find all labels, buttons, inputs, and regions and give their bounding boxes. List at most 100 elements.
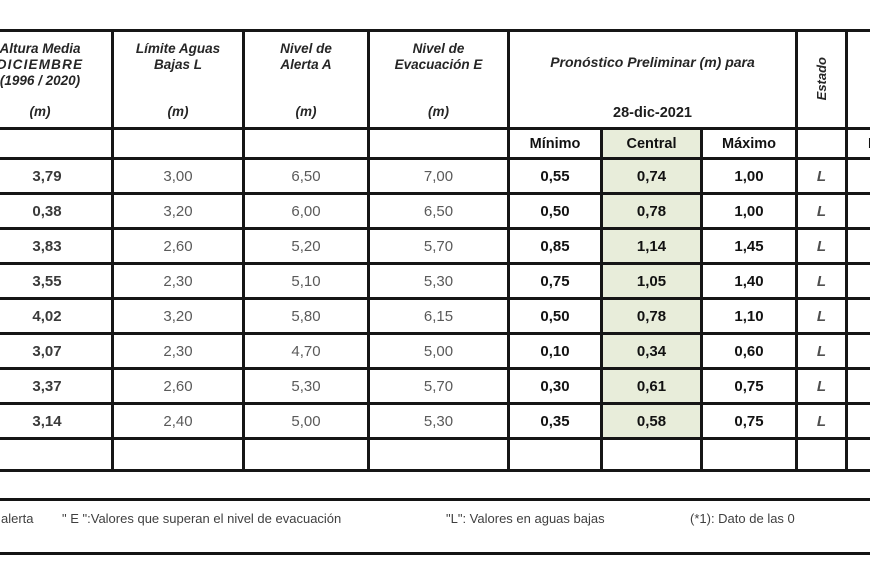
cell-altura-media: 3,14 <box>0 402 114 440</box>
cell-altura-media: 3,07 <box>0 332 114 370</box>
cell-estado: L <box>795 157 848 195</box>
header-text: DICIEMBRE <box>0 57 84 72</box>
cell-partial-column <box>845 157 870 195</box>
table-body: 3,79 3,00 6,50 7,00 0,55 0,74 1,00 L 0,3… <box>0 157 870 440</box>
table-row: 3,07 2,30 4,70 5,00 0,10 0,34 0,60 L <box>0 332 870 370</box>
cell-pronostico-central: 0,74 <box>600 157 703 195</box>
cell-nivel-evacuacion: 6,50 <box>367 192 510 230</box>
cell-partial-column <box>845 332 870 370</box>
cell-nivel-evacuacion: 5,70 <box>367 227 510 265</box>
subheader-empty <box>0 127 114 160</box>
cell-altura-media: 3,55 <box>0 262 114 300</box>
cell-partial-column <box>845 402 870 440</box>
header-text: Evacuación E <box>394 57 483 72</box>
header-text: (1996 / 2020) <box>0 73 81 88</box>
subheader-row: Mínimo Central Máximo M <box>0 127 870 160</box>
cell-partial-column <box>845 262 870 300</box>
table-footer-rows <box>0 437 870 472</box>
header-altura-media: Altura Media DICIEMBRE (1996 / 2020) (m) <box>0 29 114 130</box>
cell-limite-aguas-bajas: 2,60 <box>111 367 245 405</box>
table-row: 3,83 2,60 5,20 5,70 0,85 1,14 1,45 L <box>0 227 870 265</box>
table-row: 3,14 2,40 5,00 5,30 0,35 0,58 0,75 L <box>0 402 870 440</box>
empty-cell <box>600 437 703 472</box>
cell-nivel-evacuacion: 5,30 <box>367 262 510 300</box>
subheader-minimo: Mínimo <box>507 127 603 160</box>
cell-nivel-alerta: 5,30 <box>242 367 370 405</box>
cell-pronostico-maximo: 1,45 <box>700 227 798 265</box>
cell-pronostico-maximo: 1,10 <box>700 297 798 335</box>
legend-segment-aguas-bajas: "L": Valores en aguas bajas <box>446 511 605 526</box>
cell-pronostico-central: 1,05 <box>600 262 703 300</box>
header-limite-aguas-bajas: Límite Aguas Bajas L (m) <box>111 29 245 130</box>
cell-nivel-alerta: 5,20 <box>242 227 370 265</box>
cell-pronostico-maximo: 1,40 <box>700 262 798 300</box>
cell-altura-media: 3,37 <box>0 367 114 405</box>
cell-altura-media: 4,02 <box>0 297 114 335</box>
header-text: Límite Aguas <box>135 41 221 56</box>
cell-nivel-evacuacion: 7,00 <box>367 157 510 195</box>
pronostico-title: Pronóstico Preliminar (m) para <box>550 54 755 70</box>
empty-cell <box>0 437 114 472</box>
cell-nivel-evacuacion: 5,30 <box>367 402 510 440</box>
cell-pronostico-minimo: 0,75 <box>507 262 603 300</box>
subheader-maximo: Máximo <box>700 127 798 160</box>
unit-label: (m) <box>428 104 449 119</box>
cell-estado: L <box>795 192 848 230</box>
header-text: Nivel de <box>280 41 332 56</box>
header-text: Bajas L <box>153 57 203 72</box>
table-row: 0,38 3,20 6,00 6,50 0,50 0,78 1,00 L <box>0 192 870 230</box>
empty-cell <box>795 437 848 472</box>
cell-pronostico-maximo: 0,60 <box>700 332 798 370</box>
header-text: Nivel de <box>412 41 465 56</box>
cell-pronostico-minimo: 0,35 <box>507 402 603 440</box>
cell-nivel-evacuacion: 5,00 <box>367 332 510 370</box>
legend-segment-nota: (*1): Dato de las 0 <box>690 511 795 526</box>
cell-pronostico-minimo: 0,55 <box>507 157 603 195</box>
header-text: Alerta A <box>280 57 332 72</box>
cell-limite-aguas-bajas: 2,30 <box>111 262 245 300</box>
cell-pronostico-maximo: 0,75 <box>700 367 798 405</box>
cell-altura-media: 3,83 <box>0 227 114 265</box>
cell-pronostico-central: 0,78 <box>600 297 703 335</box>
subheader-central: Central <box>600 127 703 160</box>
empty-row <box>0 437 870 472</box>
cell-pronostico-minimo: 0,30 <box>507 367 603 405</box>
cell-nivel-alerta: 6,00 <box>242 192 370 230</box>
header-estado: Estado <box>795 29 848 130</box>
cell-estado: L <box>795 332 848 370</box>
empty-cell <box>367 437 510 472</box>
cell-limite-aguas-bajas: 3,00 <box>111 157 245 195</box>
estado-rotated-label: Estado <box>814 56 829 101</box>
forecast-table: Altura Media DICIEMBRE (1996 / 2020) (m)… <box>0 29 870 472</box>
empty-cell <box>242 437 370 472</box>
subheader-empty <box>367 127 510 160</box>
header-text: Altura Media <box>0 41 81 56</box>
empty-cell <box>700 437 798 472</box>
cell-pronostico-central: 1,14 <box>600 227 703 265</box>
subheader-empty <box>242 127 370 160</box>
legend-footer: alerta " E ":Valores que superan el nive… <box>0 498 870 555</box>
cell-pronostico-minimo: 0,50 <box>507 297 603 335</box>
cell-limite-aguas-bajas: 2,30 <box>111 332 245 370</box>
cell-nivel-alerta: 4,70 <box>242 332 370 370</box>
table-row: 3,55 2,30 5,10 5,30 0,75 1,05 1,40 L <box>0 262 870 300</box>
legend-segment-evacuacion: " E ":Valores que superan el nivel de ev… <box>62 511 342 526</box>
subheader-empty <box>111 127 245 160</box>
unit-label: (m) <box>29 104 51 119</box>
cell-pronostico-central: 0,61 <box>600 367 703 405</box>
cell-limite-aguas-bajas: 3,20 <box>111 192 245 230</box>
cell-nivel-alerta: 5,00 <box>242 402 370 440</box>
cell-partial-column <box>845 227 870 265</box>
cell-pronostico-central: 0,34 <box>600 332 703 370</box>
cell-pronostico-central: 0,58 <box>600 402 703 440</box>
subheader-partial-next: M <box>845 127 870 160</box>
empty-cell <box>111 437 245 472</box>
cell-pronostico-maximo: 0,75 <box>700 402 798 440</box>
header-row: Altura Media DICIEMBRE (1996 / 2020) (m)… <box>0 29 870 130</box>
table-row: 3,79 3,00 6,50 7,00 0,55 0,74 1,00 L <box>0 157 870 195</box>
legend-segment-alerta: alerta <box>1 511 34 526</box>
header-pronostico-group: Pronóstico Preliminar (m) para 28-dic-20… <box>507 29 798 130</box>
pronostico-date: 28-dic-2021 <box>613 105 692 121</box>
cell-partial-column <box>845 192 870 230</box>
